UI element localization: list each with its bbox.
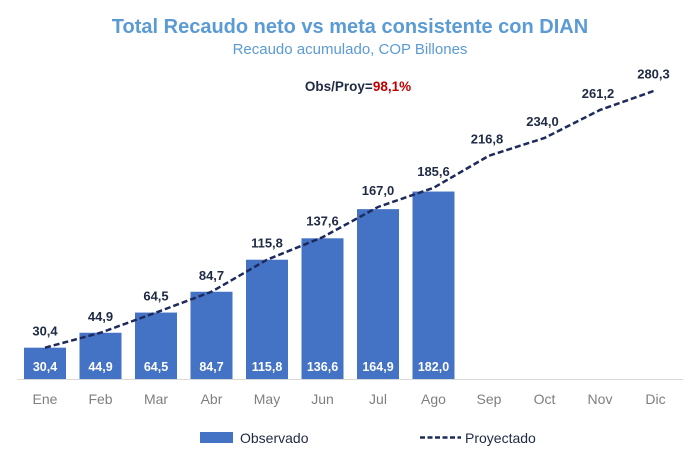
bar-label-observado: 182,0 (418, 360, 449, 374)
x-tick-label: Sep (477, 391, 502, 407)
legend-label-observado: Observado (240, 430, 309, 446)
obs-proy-value: 98,1% (373, 79, 411, 94)
point-label-proyectado: 115,8 (251, 236, 283, 251)
bar-label-observado: 44,9 (88, 360, 112, 374)
point-label-proyectado: 30,4 (32, 324, 58, 339)
point-label-proyectado: 137,6 (306, 213, 339, 228)
bar-observado-ene (24, 347, 66, 379)
point-label-proyectado: 167,0 (362, 183, 395, 198)
x-tick-label: Abr (201, 391, 223, 407)
bar-label-observado: 30,4 (33, 360, 57, 374)
bar-observado-ago (412, 191, 455, 379)
obs-proy-annotation: Obs/Proy=98,1% (305, 79, 411, 94)
chart-subtitle: Recaudo acumulado, COP Billones (233, 41, 468, 58)
legend: Observado Proyectado (200, 430, 536, 446)
legend-label-proyectado: Proyectado (465, 430, 536, 446)
legend-swatch-observado (200, 432, 233, 443)
bar-label-observado: 136,6 (307, 360, 338, 374)
bars: 30,4 44,9 64,5 84,7 115,8 136,6 164,9 182,0 (24, 191, 455, 379)
x-tick-label: Oct (534, 391, 556, 407)
x-tick-label: Nov (588, 391, 613, 407)
point-label-proyectado: 234,0 (526, 114, 559, 129)
bar-label-observado: 84,7 (199, 360, 223, 374)
x-tick-label: Mar (144, 391, 168, 407)
x-tick-label: Jul (369, 391, 387, 407)
x-axis-ticks: Ene Feb Mar Abr May Jun Jul Ago Sep Oct Nov Dic (33, 391, 666, 407)
point-label-proyectado: 261,2 (582, 86, 615, 101)
bar-observado-abr (190, 291, 233, 379)
point-label-proyectado: 185,6 (417, 164, 450, 179)
point-label-proyectado: 280,3 (637, 66, 670, 81)
x-tick-label: Ene (33, 391, 58, 407)
bar-observado-feb (79, 332, 122, 379)
point-label-proyectado: 216,8 (471, 132, 504, 147)
bar-label-observado: 64,5 (144, 360, 168, 374)
chart-title: Total Recaudo neto vs meta consistente c… (112, 16, 588, 38)
bar-label-observado: 164,9 (362, 360, 393, 374)
bar-label-observado: 115,8 (252, 360, 283, 374)
x-tick-label: Ago (421, 391, 446, 407)
obs-proy-label: Obs/Proy= (305, 79, 373, 94)
x-tick-label: May (254, 391, 280, 407)
point-label-proyectado: 44,9 (88, 309, 113, 324)
x-tick-label: Dic (645, 391, 665, 407)
x-tick-label: Feb (88, 391, 112, 407)
bar-observado-jun (301, 238, 344, 379)
projected-line (44, 89, 656, 349)
bar-observado-mar (135, 312, 177, 379)
bar-observado-may (246, 259, 288, 379)
projected-line-layer: 30,4 44,9 64,5 84,7 115,8 137,6 167,0 185,6 216,… (32, 66, 670, 349)
point-label-proyectado: 64,5 (143, 289, 168, 304)
x-tick-label: Jun (311, 391, 334, 407)
point-label-proyectado: 84,7 (199, 268, 224, 283)
bar-observado-jul (357, 209, 399, 379)
